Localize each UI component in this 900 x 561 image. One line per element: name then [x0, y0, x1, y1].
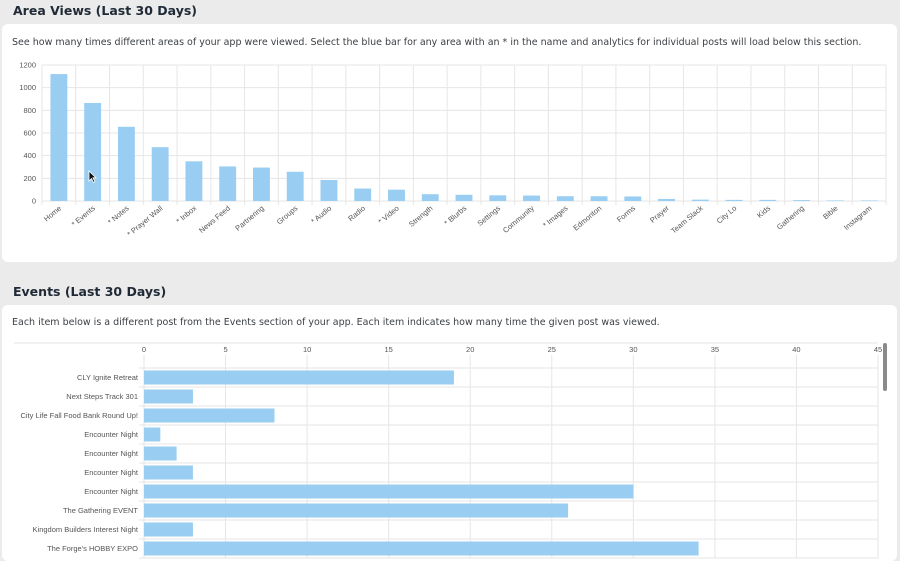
events-chart: 0 5 10 15 20 25 30 35 40 45 CLY Ignite Retreat Next… [14, 342, 882, 559]
event-bar[interactable] [144, 465, 193, 480]
x-tick-label: Bible [821, 204, 840, 222]
event-bar[interactable] [144, 370, 454, 385]
y-tick-label: 1200 [19, 61, 36, 70]
x-tick-label: Prayer [648, 203, 671, 224]
y-tick-label: Encounter Night [84, 487, 139, 496]
area-bar[interactable] [84, 102, 102, 201]
x-tick-label: 45 [874, 345, 882, 354]
x-tick-label: 10 [303, 345, 311, 354]
events-chart-scrollbar[interactable] [883, 343, 887, 391]
x-tick-label: * Audio [309, 204, 333, 226]
area-bar[interactable] [117, 126, 135, 201]
area-views-card: See how many times different areas of yo… [2, 24, 897, 262]
area-bar[interactable] [725, 199, 743, 201]
event-bar[interactable] [144, 522, 193, 537]
y-tick-label: Next Steps Track 301 [66, 392, 138, 401]
area-bar[interactable] [793, 200, 811, 201]
area-bar[interactable] [388, 189, 405, 201]
x-tick-label: * Events [70, 203, 97, 228]
event-bar[interactable] [144, 446, 177, 461]
x-tick-label: * Prayer Wall [125, 203, 164, 238]
area-bar[interactable] [354, 188, 372, 201]
x-tick-label: News Feed [197, 204, 232, 235]
event-bar[interactable] [144, 427, 161, 442]
area-bar[interactable] [658, 198, 675, 201]
area-bar[interactable] [556, 196, 574, 201]
area-bar[interactable] [455, 194, 473, 201]
y-tick-label: CLY Ignite Retreat [77, 373, 139, 382]
x-tick-label: Partnering [233, 204, 265, 233]
x-tick-label: 35 [711, 345, 719, 354]
y-tick-label: 600 [23, 129, 36, 138]
area-bar[interactable] [624, 196, 642, 201]
y-tick-label: Encounter Night [84, 430, 139, 439]
x-tick-label: 25 [548, 345, 556, 354]
area-views-title: Area Views (Last 30 Days) [13, 3, 198, 18]
y-tick-label: 200 [23, 174, 36, 183]
x-tick-label: Instagram [842, 204, 873, 232]
y-tick-label: Encounter Night [84, 449, 139, 458]
x-tick-label: Groups [275, 203, 300, 226]
area-bar[interactable] [219, 166, 237, 201]
area-bar[interactable] [489, 195, 507, 201]
events-title: Events (Last 30 Days) [13, 284, 167, 299]
x-tick-label: Community [501, 203, 536, 234]
area-bar[interactable] [286, 171, 304, 201]
x-tick-label: * Inbox [175, 203, 199, 225]
x-tick-label: Home [42, 204, 63, 224]
area-bar[interactable] [826, 200, 844, 201]
area-bar[interactable] [523, 195, 540, 201]
x-tick-label: Radio [346, 204, 367, 223]
x-tick-label: City Lo [715, 204, 739, 226]
y-tick-label: 0 [32, 197, 36, 206]
x-tick-label: 5 [223, 345, 227, 354]
area-bar[interactable] [50, 74, 68, 201]
event-bar[interactable] [144, 503, 569, 518]
event-bar[interactable] [144, 389, 193, 404]
x-tick-label: Strength [407, 204, 435, 229]
area-bar[interactable] [590, 196, 608, 201]
area-views-description: See how many times different areas of yo… [12, 37, 862, 48]
x-tick-label: Team Slack [669, 203, 705, 235]
x-tick-label: * Blurbs [442, 203, 468, 227]
x-tick-label: Settings [475, 203, 502, 227]
x-tick-label: 20 [466, 345, 474, 354]
x-tick-label: 15 [384, 345, 392, 354]
event-bar[interactable] [144, 541, 699, 556]
mouse-cursor-icon [88, 170, 97, 183]
x-tick-label: * Video [377, 204, 401, 226]
y-tick-label: City Life Fall Food Bank Round Up! [20, 411, 138, 420]
events-description: Each item below is a different post from… [12, 317, 660, 328]
y-tick-label: 1000 [19, 83, 36, 92]
y-tick-label: The Gathering EVENT [63, 506, 138, 515]
area-bar[interactable] [421, 194, 439, 201]
area-bar[interactable] [691, 199, 709, 201]
x-tick-label: Forms [615, 203, 637, 224]
events-card: Each item below is a different post from… [2, 305, 897, 561]
event-bar[interactable] [144, 408, 275, 423]
x-tick-label: 0 [142, 345, 146, 354]
event-bar[interactable] [144, 484, 634, 499]
x-tick-label: Kids [755, 203, 772, 219]
area-bar[interactable] [759, 199, 777, 201]
y-tick-label: The Forge's HOBBY EXPO [47, 544, 138, 553]
area-bar[interactable] [253, 167, 270, 201]
area-bar[interactable] [320, 180, 338, 201]
area-views-chart: 0 200 400 600 800 1000 1200 Home * Events * Notes… [19, 61, 887, 238]
y-tick-label: 800 [23, 106, 36, 115]
x-tick-label: Gathering [775, 204, 806, 232]
x-tick-label: Edmonton [571, 204, 603, 233]
area-bar[interactable] [151, 147, 169, 201]
area-bar[interactable] [860, 200, 878, 201]
x-tick-label: 40 [792, 345, 800, 354]
y-tick-label: 400 [23, 151, 36, 160]
x-tick-label: * Images [541, 203, 570, 229]
x-tick-label: 30 [629, 345, 637, 354]
y-tick-label: Encounter Night [84, 468, 139, 477]
area-bar[interactable] [185, 161, 203, 201]
x-tick-label: * Notes [106, 203, 131, 226]
y-tick-label: Kingdom Builders Interest Night [33, 525, 139, 534]
